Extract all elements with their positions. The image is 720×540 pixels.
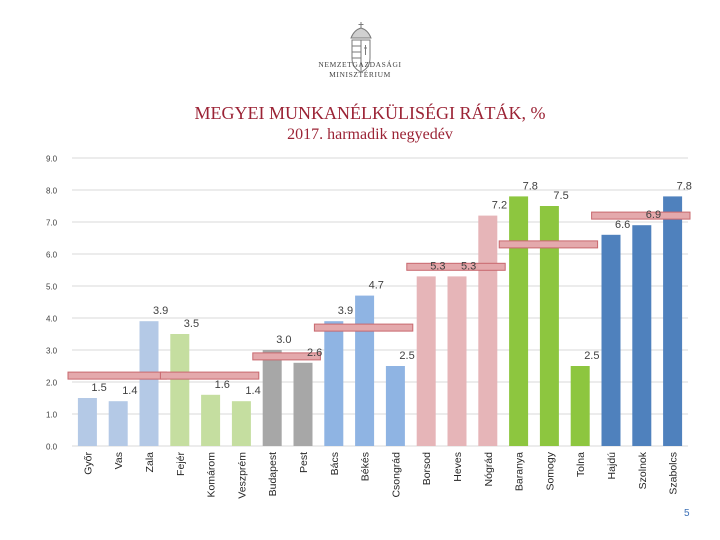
x-tick-label: Borsod: [421, 452, 433, 485]
data-label: 5.3: [461, 260, 476, 272]
y-tick-label: 9.0: [46, 155, 58, 164]
x-tick-label: Békés: [360, 452, 372, 481]
bar: [663, 196, 683, 446]
bar: [385, 366, 405, 446]
bar: [539, 206, 559, 446]
bar: [293, 362, 313, 446]
group-average-marker: [406, 262, 506, 271]
data-label: 2.6: [307, 347, 322, 359]
x-tick-label: Heves: [452, 452, 464, 482]
bar: [509, 196, 529, 446]
ministry-name-line-2: MINISZTÉRIUM: [329, 70, 391, 79]
group-average-marker: [591, 211, 691, 220]
group-average-marker: [313, 323, 414, 332]
data-label: 2.5: [399, 350, 414, 362]
data-label: 5.3: [430, 260, 445, 272]
chart-title: MEGYEI MUNKANÉLKÜLISÉGI RÁTÁK, %: [194, 103, 546, 123]
x-tick-label: Nógrád: [483, 452, 495, 487]
data-label: 3.5: [184, 318, 199, 330]
x-tick-label: Tolna: [575, 452, 587, 477]
group-average-marker: [159, 371, 260, 380]
y-tick-label: 8.0: [46, 187, 58, 196]
group-average-marker: [252, 352, 321, 361]
x-tick-label: Pest: [298, 452, 310, 473]
ministry-name-line-1: NEMZETGAZDASÁGI: [318, 60, 402, 69]
bar: [355, 295, 375, 446]
bar: [170, 334, 190, 446]
y-tick-label: 7.0: [46, 219, 58, 228]
ministry-crest-icon: [350, 22, 372, 73]
y-tick-label: 1.0: [46, 411, 58, 420]
x-tick-label: Fejér: [175, 452, 187, 476]
data-label: 6.6: [615, 219, 630, 231]
group-average-marker: [67, 371, 167, 380]
y-tick-label: 6.0: [46, 251, 58, 260]
data-label: 7.2: [492, 200, 507, 212]
y-tick-label: 0.0: [46, 443, 58, 452]
data-label: 7.5: [553, 190, 568, 202]
data-label: 3.9: [153, 305, 168, 317]
bar: [478, 215, 498, 446]
x-tick-label: Budapest: [267, 452, 279, 496]
x-tick-label: Szabolcs: [668, 452, 680, 495]
bar: [139, 321, 159, 446]
x-tick-label: Vas: [113, 452, 125, 469]
x-tick-label: Veszprém: [236, 452, 248, 499]
data-label: 3.0: [276, 334, 291, 346]
x-tick-label: Hajdú: [606, 452, 618, 480]
bar: [324, 321, 344, 446]
data-label: 7.8: [523, 180, 538, 192]
bar: [570, 366, 590, 446]
y-tick-label: 4.0: [46, 315, 58, 324]
group-average-marker: [498, 240, 599, 249]
data-label: 6.9: [646, 209, 661, 221]
chart-subtitle: 2017. harmadik negyedév: [287, 126, 453, 143]
page-number: 5: [684, 508, 690, 519]
x-tick-label: Bács: [329, 452, 341, 475]
x-tick-label: Győr: [82, 452, 94, 475]
data-label: 1.6: [215, 379, 230, 391]
x-tick-label: Somogy: [544, 451, 556, 490]
data-label: 3.9: [338, 305, 353, 317]
x-tick-label: Baranya: [514, 452, 526, 491]
x-tick-label: Szolnok: [637, 451, 649, 489]
y-tick-label: 5.0: [46, 283, 58, 292]
y-tick-label: 2.0: [46, 379, 58, 388]
data-label: 7.8: [677, 180, 692, 192]
bar: [262, 350, 282, 446]
x-tick-label: Zala: [144, 452, 156, 473]
x-tick-label: Csongrád: [390, 452, 402, 498]
data-label: 4.7: [369, 280, 384, 292]
bar: [416, 276, 436, 446]
bar: [108, 401, 128, 446]
bar: [447, 276, 467, 446]
bar: [201, 394, 221, 446]
bar: [77, 398, 97, 446]
data-label: 1.4: [245, 385, 260, 397]
bar: [632, 225, 652, 446]
y-tick-label: 3.0: [46, 347, 58, 356]
bar: [601, 234, 621, 446]
bar: [231, 401, 251, 446]
data-label: 2.5: [584, 350, 599, 362]
x-tick-label: Komárom: [206, 452, 218, 498]
data-label: 1.5: [91, 382, 106, 394]
data-label: 1.4: [122, 385, 137, 397]
